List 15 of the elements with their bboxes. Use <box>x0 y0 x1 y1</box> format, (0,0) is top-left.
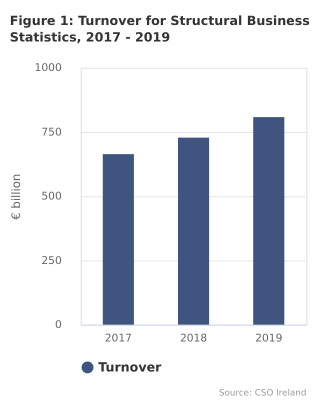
y-tick-label: 750 <box>41 125 62 138</box>
x-tick-label: 2019 <box>255 332 283 345</box>
bar <box>102 154 134 325</box>
source-note: Source: CSO Ireland <box>218 388 306 399</box>
y-axis-title: € billion <box>8 174 23 220</box>
x-tick-label: 2018 <box>180 332 208 345</box>
bar <box>178 138 210 325</box>
y-tick-label: 1000 <box>34 61 62 74</box>
y-tick-label: 500 <box>41 190 62 203</box>
x-tick-label: 2017 <box>104 332 132 345</box>
y-tick-label: 0 <box>54 318 62 332</box>
legend-label: Turnover <box>98 359 162 374</box>
bar <box>253 117 284 325</box>
chart-title: Figure 1: Turnover for Structural Business Statistics, 2017 - 2019 <box>10 13 310 45</box>
y-tick-label: 250 <box>41 254 62 267</box>
